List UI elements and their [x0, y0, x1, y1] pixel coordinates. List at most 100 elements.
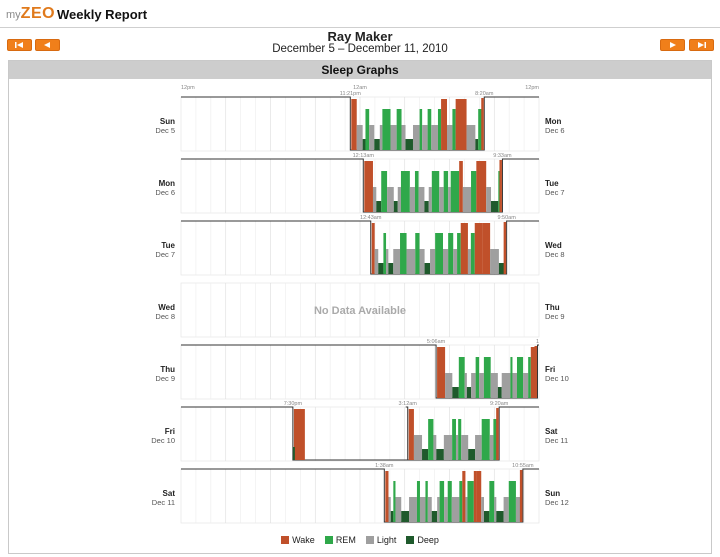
- deep-segment: [498, 263, 506, 274]
- legend-label: REM: [335, 535, 356, 545]
- deep-segment: [431, 511, 438, 522]
- rem-segment: [478, 109, 484, 150]
- legend-item: Light: [365, 535, 397, 545]
- light-segment: [397, 187, 401, 212]
- rem-segment: [383, 233, 387, 274]
- light-segment: [428, 187, 432, 212]
- report-date-range: December 5 – December 11, 2010: [272, 43, 448, 55]
- wake-segment: [460, 223, 468, 274]
- legend-item: REM: [324, 535, 356, 545]
- light-segment: [409, 187, 415, 212]
- rem-segment: [365, 109, 370, 150]
- wake-segment: [441, 99, 447, 150]
- bed-time-label: 12:13am: [353, 153, 375, 159]
- previous-week-button[interactable]: [35, 39, 60, 51]
- logo-brand: ZEO: [20, 5, 56, 22]
- light-segment: [442, 249, 449, 274]
- wake-segment: [534, 346, 538, 398]
- rem-segment: [431, 171, 440, 212]
- end-day-label: Tue: [545, 179, 559, 188]
- deep-segment: [452, 387, 459, 398]
- light-segment: [490, 249, 499, 274]
- rem-segment: [452, 419, 456, 460]
- start-day-label: Fri: [165, 427, 175, 436]
- legend-label: Wake: [292, 535, 315, 545]
- wake-segment: [473, 471, 477, 522]
- wake-segment: [496, 408, 499, 460]
- rem-segment: [510, 357, 513, 398]
- wake-segment: [371, 223, 375, 274]
- light-segment: [486, 187, 492, 212]
- light-segment: [413, 435, 423, 460]
- light-segment: [501, 373, 511, 398]
- rem-segment: [428, 419, 434, 460]
- light-segment: [523, 373, 529, 398]
- start-date-label: Dec 10: [151, 436, 175, 445]
- legend-item: Wake: [281, 535, 315, 545]
- rem-segment: [459, 481, 463, 522]
- in-bed-outline: [405, 406, 409, 460]
- deep-segment: [393, 201, 398, 212]
- rem-segment: [448, 233, 454, 274]
- rem-segment: [400, 233, 407, 274]
- axis-label-right: 12pm: [525, 85, 539, 91]
- wake-segment: [530, 347, 537, 398]
- wake-time-label: 9:33am: [493, 153, 512, 159]
- legend: Wake REM Light Deep: [0, 535, 720, 545]
- bed-time-label: 5:06am: [427, 339, 446, 345]
- wake-time-label: 10:55am: [512, 463, 534, 469]
- bed-time-label: 1:38am: [375, 463, 394, 469]
- rem-segment: [416, 481, 420, 522]
- deep-segment: [362, 139, 366, 150]
- deep-segment: [466, 387, 472, 398]
- start-date-label: Dec 9: [155, 374, 175, 383]
- legend-label: Light: [376, 535, 397, 545]
- page-title: Weekly Report: [57, 7, 148, 22]
- wake-segment: [476, 161, 480, 212]
- wake-time-label: 1: [536, 339, 539, 345]
- last-week-button[interactable]: [689, 39, 714, 51]
- wake-time-label: 9:20am: [490, 401, 509, 407]
- next-week-button[interactable]: [660, 39, 685, 51]
- rem-segment: [382, 109, 391, 150]
- deep-segment: [376, 201, 382, 212]
- wake-segment: [457, 99, 467, 150]
- wake-segment: [503, 222, 507, 274]
- light-segment: [448, 187, 451, 212]
- light-segment: [419, 249, 425, 274]
- rem-segment: [396, 109, 402, 150]
- start-day-label: Thu: [160, 365, 175, 374]
- first-week-button[interactable]: [7, 39, 32, 51]
- light-segment: [481, 497, 485, 522]
- rem-segment: [475, 357, 480, 398]
- wake-segment: [459, 161, 463, 212]
- header-divider: [0, 27, 720, 28]
- axis-label-mid: 12am: [353, 85, 367, 91]
- rem-segment: [450, 171, 460, 212]
- person-name: Ray Maker: [327, 29, 393, 44]
- start-day-label: Sun: [160, 117, 175, 126]
- light-segment: [390, 125, 397, 150]
- end-date-label: Dec 6: [545, 126, 565, 135]
- deep-segment: [378, 263, 384, 274]
- light-segment: [379, 125, 383, 150]
- wake-segment: [385, 471, 389, 522]
- end-day-label: Mon: [545, 117, 562, 126]
- start-date-label: Dec 11: [152, 498, 175, 507]
- deep-segment: [374, 139, 380, 150]
- start-day-label: Tue: [161, 241, 175, 250]
- end-day-label: Fri: [545, 365, 555, 374]
- wake-segment: [462, 471, 466, 522]
- rem-segment: [435, 233, 443, 274]
- light-segment: [401, 125, 406, 150]
- end-day-label: Wed: [545, 241, 562, 250]
- light-segment: [433, 435, 437, 460]
- start-day-label: Wed: [158, 303, 175, 312]
- rem-segment: [516, 357, 524, 398]
- deep-segment: [401, 511, 410, 522]
